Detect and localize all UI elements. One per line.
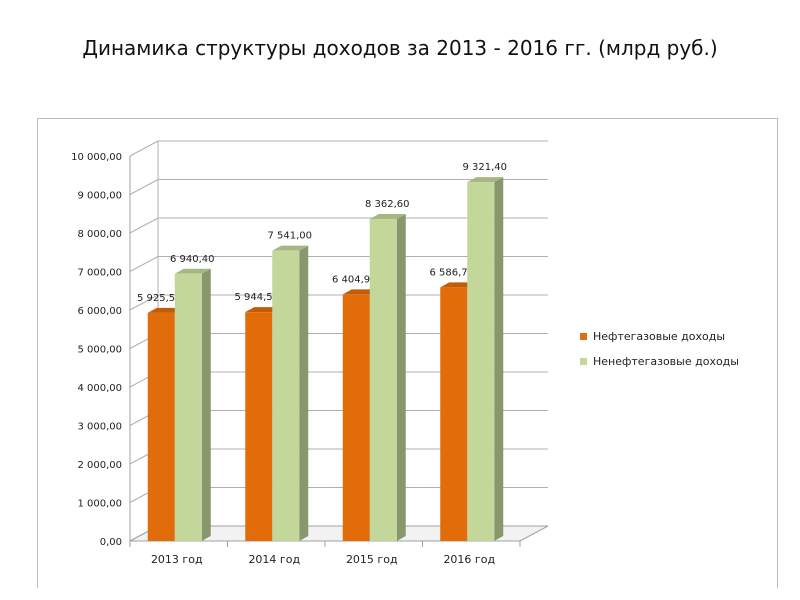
- data-label: 5 925,50: [137, 293, 182, 304]
- legend-swatch-oil-gas: [580, 333, 587, 340]
- bar-non-oil-gas: [272, 250, 300, 541]
- x-tick-label: 2013 год: [151, 553, 203, 566]
- gridline-depth: [129, 256, 159, 272]
- legend-item-non-oil-gas: Ненефтегазовые доходы: [580, 355, 739, 368]
- bar-side: [396, 214, 406, 541]
- y-tick-label: 6 000,00: [77, 306, 122, 317]
- bar-side: [494, 177, 504, 541]
- bar-non-oil-gas: [467, 182, 495, 541]
- y-tick-label: 10 000,00: [71, 152, 122, 163]
- legend-label-non-oil-gas: Ненефтегазовые доходы: [593, 355, 739, 368]
- bar-non-oil-gas: [369, 219, 397, 541]
- data-label: 6 586,70: [429, 267, 474, 278]
- y-tick-label: 3 000,00: [77, 422, 122, 433]
- bar-oil-gas: [245, 312, 273, 541]
- legend: Нефтегазовые доходы Ненефтегазовые доход…: [580, 330, 739, 380]
- legend-item-oil-gas: Нефтегазовые доходы: [580, 330, 739, 343]
- legend-swatch-non-oil-gas: [580, 358, 587, 365]
- bar-top: [369, 214, 406, 220]
- gridline-depth: [129, 294, 159, 311]
- y-tick-label: 4 000,00: [77, 383, 122, 394]
- legend-label-oil-gas: Нефтегазовые доходы: [593, 330, 726, 343]
- x-tick-label: 2015 год: [346, 553, 398, 566]
- data-label: 5 944,50: [234, 292, 279, 303]
- y-tick-label: 9 000,00: [77, 191, 122, 202]
- x-tick-label: 2014 год: [248, 553, 300, 566]
- page-title: Динамика структуры доходов за 2013 - 201…: [82, 36, 718, 60]
- data-label: 9 321,40: [462, 162, 507, 173]
- y-tick-label: 0,00: [100, 537, 122, 548]
- data-label: 7 541,00: [267, 231, 312, 242]
- y-tick-label: 8 000,00: [77, 229, 122, 240]
- data-label: 6 940,40: [170, 254, 215, 265]
- bar-top: [174, 268, 211, 274]
- data-label: 8 362,60: [365, 199, 410, 210]
- x-tick-label: 2016 год: [443, 553, 495, 566]
- bar-non-oil-gas: [174, 273, 202, 541]
- bar-side: [201, 268, 211, 541]
- gridline-depth: [129, 217, 159, 234]
- data-label: 6 404,90: [332, 274, 377, 285]
- y-tick-label: 5 000,00: [77, 345, 122, 356]
- bar-top: [272, 245, 309, 251]
- y-tick-label: 2 000,00: [77, 460, 122, 471]
- bar-oil-gas: [342, 294, 370, 541]
- gridline-depth: [129, 140, 159, 157]
- bar-oil-gas: [440, 287, 468, 541]
- y-tick-label: 1 000,00: [77, 499, 122, 510]
- bar-side: [299, 245, 309, 541]
- bar-top: [467, 177, 504, 183]
- bar-oil-gas: [147, 312, 175, 541]
- y-tick-label: 7 000,00: [77, 268, 122, 279]
- gridline-depth: [129, 179, 159, 195]
